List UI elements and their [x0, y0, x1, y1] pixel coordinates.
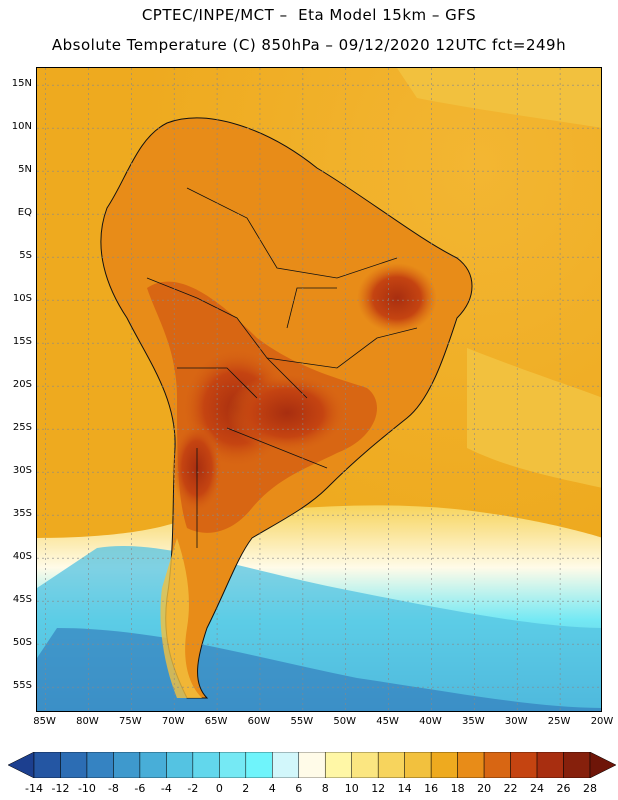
colorbar-label: 8 [321, 782, 329, 795]
lon-label: 40W [419, 716, 442, 727]
colorbar-label: 18 [450, 782, 465, 795]
lon-label: 55W [290, 716, 314, 727]
colorbar-label: 12 [371, 782, 386, 795]
country-borders [146, 187, 418, 548]
lat-label: 20S [12, 379, 32, 391]
lat-label: 5N [18, 164, 32, 176]
colorbar-label: 20 [477, 782, 492, 795]
lat-label: 10N [11, 121, 32, 133]
colorbar-label: 4 [268, 782, 276, 795]
lon-label: 45W [376, 716, 399, 727]
colorbar-swatch [272, 752, 300, 778]
colorbar-swatch [86, 752, 114, 778]
lat-label: 45S [12, 594, 32, 606]
east-field-band [467, 348, 601, 488]
colorbar-label: -12 [51, 782, 70, 795]
lat-label: 50S [12, 637, 32, 649]
colorbar-swatch [219, 752, 247, 778]
lon-label: 65W [204, 716, 228, 727]
colorbar-label: 28 [583, 782, 597, 795]
colorbar-swatch [245, 752, 273, 778]
colorbar-swatch [60, 752, 88, 778]
colorbar-swatch [166, 752, 194, 778]
colorbar-max-arrow [589, 752, 616, 778]
colorbar-swatch [351, 752, 379, 778]
colorbar-label: -14 [25, 782, 43, 795]
temperature-map [36, 67, 602, 712]
colorbar-label: -2 [187, 782, 199, 795]
lon-label: 35W [462, 716, 485, 727]
lon-label: 50W [333, 716, 357, 727]
colorbar-swatch [113, 752, 141, 778]
colorbar-swatch [404, 752, 432, 778]
colorbar-label: 14 [397, 782, 412, 795]
lat-label: EQ [17, 207, 32, 219]
lon-label: 75W [119, 716, 142, 727]
colorbar-label: 10 [344, 782, 359, 795]
lon-label: 80W [76, 716, 99, 727]
lat-label: 15N [11, 78, 32, 90]
lon-label: 25W [547, 716, 571, 727]
colorbar-label: 6 [295, 782, 303, 795]
colorbar-label: -6 [134, 782, 146, 795]
hot-core-center [227, 373, 347, 453]
lat-label: 30S [12, 465, 32, 477]
hot-core-northeast [357, 263, 437, 333]
lon-label: 30W [504, 716, 528, 727]
colorbar-swatch [457, 752, 485, 778]
colorbar-swatch [536, 752, 564, 778]
map-subtitle: Absolute Temperature (C) 850hPa – 09/12/… [51, 36, 567, 54]
lat-label: 55S [12, 680, 32, 692]
colorbar-swatch [483, 752, 511, 778]
colorbar-swatch [139, 752, 167, 778]
colorbar-swatch [563, 752, 591, 778]
colorbar-swatch [510, 752, 538, 778]
north-warm-band [397, 68, 601, 128]
colorbar-label: -10 [77, 782, 96, 795]
colorbar-swatch [430, 752, 458, 778]
colorbar-label: 24 [530, 782, 545, 795]
colorbar-label: -4 [160, 782, 172, 795]
lon-label: 20W [590, 716, 614, 727]
lon-label: 85W [33, 716, 56, 727]
colorbar-swatch [298, 752, 326, 778]
lat-label: 5S [19, 250, 32, 262]
lat-label: 40S [12, 551, 32, 563]
temperature-colorbar [8, 752, 616, 778]
colorbar-label: 16 [424, 782, 439, 795]
colorbar-label: 22 [503, 782, 518, 795]
colorbar-label: 2 [242, 782, 250, 795]
colorbar-min-arrow [8, 752, 35, 778]
lat-label: 25S [12, 422, 32, 434]
lat-label: 10S [12, 293, 32, 305]
lat-label: 15S [12, 336, 32, 348]
colorbar-swatch [377, 752, 405, 778]
graticule [37, 68, 601, 711]
colorbar-label: -8 [107, 782, 119, 795]
colorbar-swatch [324, 752, 352, 778]
lon-label: 60W [247, 716, 271, 727]
colorbar-swatch [192, 752, 220, 778]
colorbar-swatch [33, 752, 61, 778]
lon-label: 70W [161, 716, 185, 727]
colorbar-label: 26 [556, 782, 571, 795]
patagonia-field [160, 538, 202, 698]
map-title: CPTEC/INPE/MCT – Eta Model 15km – GFS [141, 6, 477, 24]
lat-label: 35S [12, 508, 32, 520]
colorbar-label: 0 [215, 782, 223, 795]
